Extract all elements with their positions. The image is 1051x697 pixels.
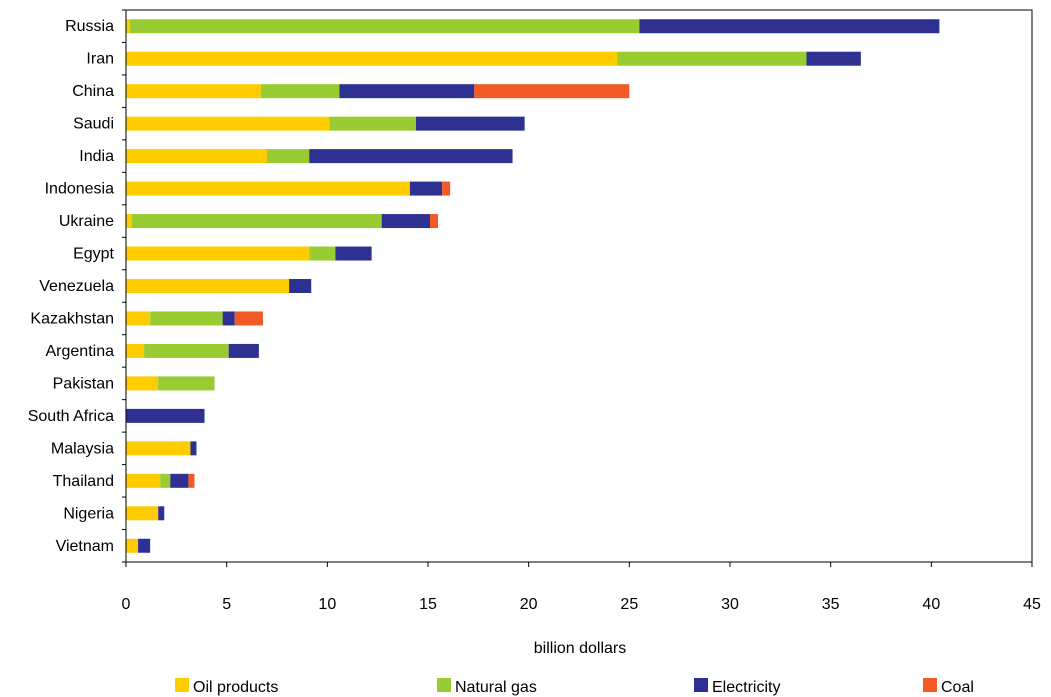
category-label: Russia	[65, 18, 114, 35]
x-tick-label: 45	[1023, 596, 1041, 613]
bar-thailand-natural-gas	[160, 473, 171, 488]
category-label: Saudi	[73, 116, 114, 133]
bar-china-electricity	[339, 84, 475, 99]
category-label: Egypt	[73, 246, 114, 263]
x-tick-label: 0	[122, 596, 131, 613]
bar-pakistan-oil-products	[126, 376, 159, 391]
bar-argentina-electricity	[228, 343, 259, 358]
plot-frame	[125, 9, 1033, 563]
category-label: Ukraine	[59, 213, 114, 230]
bar-vietnam-oil-products	[126, 538, 139, 553]
category-label: South Africa	[28, 408, 114, 425]
legend-swatch	[923, 678, 937, 692]
bar-ukraine-electricity	[381, 214, 431, 229]
bar-malaysia-oil-products	[126, 441, 191, 456]
x-tick-label: 25	[620, 596, 638, 613]
x-tick-label: 10	[318, 596, 336, 613]
category-label: Malaysia	[51, 440, 114, 457]
bar-china-natural-gas	[260, 84, 340, 99]
bar-thailand-coal	[188, 473, 195, 488]
category-label: Pakistan	[53, 375, 114, 392]
category-label: Vietnam	[56, 538, 114, 555]
bar-malaysia-electricity	[190, 441, 197, 456]
bar-egypt-natural-gas	[309, 246, 336, 261]
bar-india-oil-products	[126, 149, 267, 164]
legend: Oil products Natural gas Electricity Coal	[175, 678, 974, 696]
x-tick-label: 5	[222, 596, 231, 613]
category-label: Kazakhstan	[30, 310, 114, 327]
legend-item-coal: Coal	[923, 678, 974, 696]
bar-ukraine-natural-gas	[132, 214, 382, 229]
bar-indonesia-electricity	[409, 181, 443, 196]
bar-kazakhstan-oil-products	[126, 311, 151, 326]
bar-thailand-oil-products	[126, 473, 161, 488]
legend-item-electricity: Electricity	[694, 678, 780, 696]
bar-argentina-oil-products	[126, 343, 145, 358]
bar-russia-electricity	[639, 19, 940, 34]
bar-saudi-electricity	[415, 116, 525, 131]
legend-label: Coal	[941, 679, 974, 696]
x-tick-label: 20	[520, 596, 538, 613]
category-label: Iran	[86, 51, 114, 68]
bar-india-electricity	[309, 149, 513, 164]
category-label: China	[72, 83, 114, 100]
bar-india-natural-gas	[266, 149, 310, 164]
legend-label: Oil products	[193, 679, 278, 696]
bar-thailand-electricity	[170, 473, 189, 488]
x-tick-label: 30	[721, 596, 739, 613]
x-tick-label: 35	[822, 596, 840, 613]
legend-swatch	[437, 678, 451, 692]
x-tick-label: 15	[419, 596, 437, 613]
bars-layer	[126, 19, 940, 553]
bar-russia-natural-gas	[130, 19, 640, 34]
bar-saudi-oil-products	[126, 116, 330, 131]
bar-kazakhstan-coal	[234, 311, 263, 326]
legend-label: Electricity	[712, 679, 780, 696]
x-tick-label: 40	[922, 596, 940, 613]
bar-kazakhstan-natural-gas	[150, 311, 223, 326]
bar-venezuela-electricity	[289, 279, 312, 293]
legend-item-natural-gas: Natural gas	[437, 678, 537, 696]
bar-vietnam-electricity	[138, 538, 151, 553]
bar-iran-electricity	[806, 51, 861, 66]
bar-ukraine-oil-products	[126, 214, 133, 229]
bar-nigeria-electricity	[158, 506, 165, 521]
legend-swatch	[694, 678, 708, 692]
bar-iran-natural-gas	[617, 51, 807, 66]
category-label: Venezuela	[39, 278, 114, 295]
legend-swatch	[175, 678, 189, 692]
category-label: Nigeria	[63, 505, 114, 522]
bar-saudi-natural-gas	[329, 116, 416, 131]
bar-kazakhstan-electricity	[222, 311, 235, 326]
category-label: Thailand	[53, 473, 114, 490]
bar-indonesia-coal	[442, 181, 451, 196]
legend-label: Natural gas	[455, 679, 537, 696]
bar-south-africa-electricity	[126, 408, 205, 423]
bar-egypt-electricity	[335, 246, 372, 261]
bar-iran-oil-products	[126, 51, 618, 66]
bar-china-coal	[474, 84, 630, 99]
bar-nigeria-oil-products	[126, 506, 159, 521]
bar-indonesia-oil-products	[126, 181, 410, 196]
category-label: Indonesia	[45, 181, 114, 198]
bar-russia-oil-products	[126, 19, 131, 34]
bar-argentina-natural-gas	[144, 343, 229, 358]
category-label: Argentina	[46, 343, 115, 360]
bar-pakistan-natural-gas	[158, 376, 215, 391]
bar-egypt-oil-products	[126, 246, 310, 261]
bar-ukraine-coal	[430, 214, 439, 229]
axes-layer: Russia Iran China Saudi India Indonesia Ukrain…	[28, 9, 1041, 613]
category-label: India	[79, 148, 114, 165]
bar-china-oil-products	[126, 84, 261, 99]
legend-item-oil-products: Oil products	[175, 678, 278, 696]
x-axis-title: billion dollars	[534, 640, 627, 657]
bar-venezuela-oil-products	[126, 279, 290, 293]
